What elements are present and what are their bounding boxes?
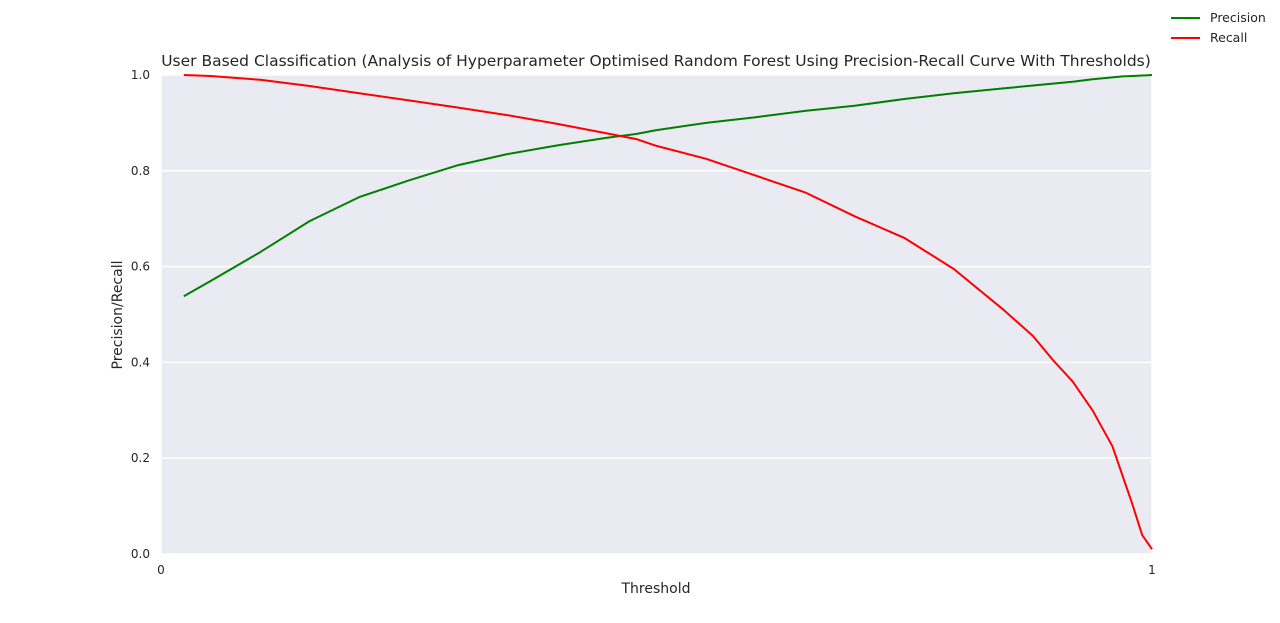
y-tick-label: 0.0: [131, 547, 150, 561]
plot-area: [161, 75, 1152, 554]
legend-label-precision: Precision: [1210, 10, 1266, 25]
series-line-recall: [183, 74, 1153, 550]
y-tick-label: 0.4: [131, 355, 150, 369]
y-tick-label: 1.0: [131, 68, 150, 82]
y-tick-label: 0.6: [131, 260, 150, 274]
x-tick-label: 0: [157, 563, 165, 577]
x-tick-label: 1: [1148, 563, 1156, 577]
series-line-precision: [183, 74, 1153, 298]
series-lines: [183, 74, 1153, 550]
y-tick-label: 0.8: [131, 164, 150, 178]
legend-label-recall: Recall: [1210, 30, 1247, 45]
y-tick-labels: 0.0 0.2 0.4 0.6 0.8 1.0: [131, 68, 150, 561]
legend: Precision Recall: [1171, 10, 1266, 45]
chart-title: User Based Classification (Analysis of H…: [161, 52, 1151, 70]
x-axis-label: Threshold: [621, 581, 691, 597]
y-tick-label: 0.2: [131, 451, 150, 465]
y-axis-label: Precision/Recall: [110, 261, 126, 370]
grid: [160, 74, 1153, 555]
